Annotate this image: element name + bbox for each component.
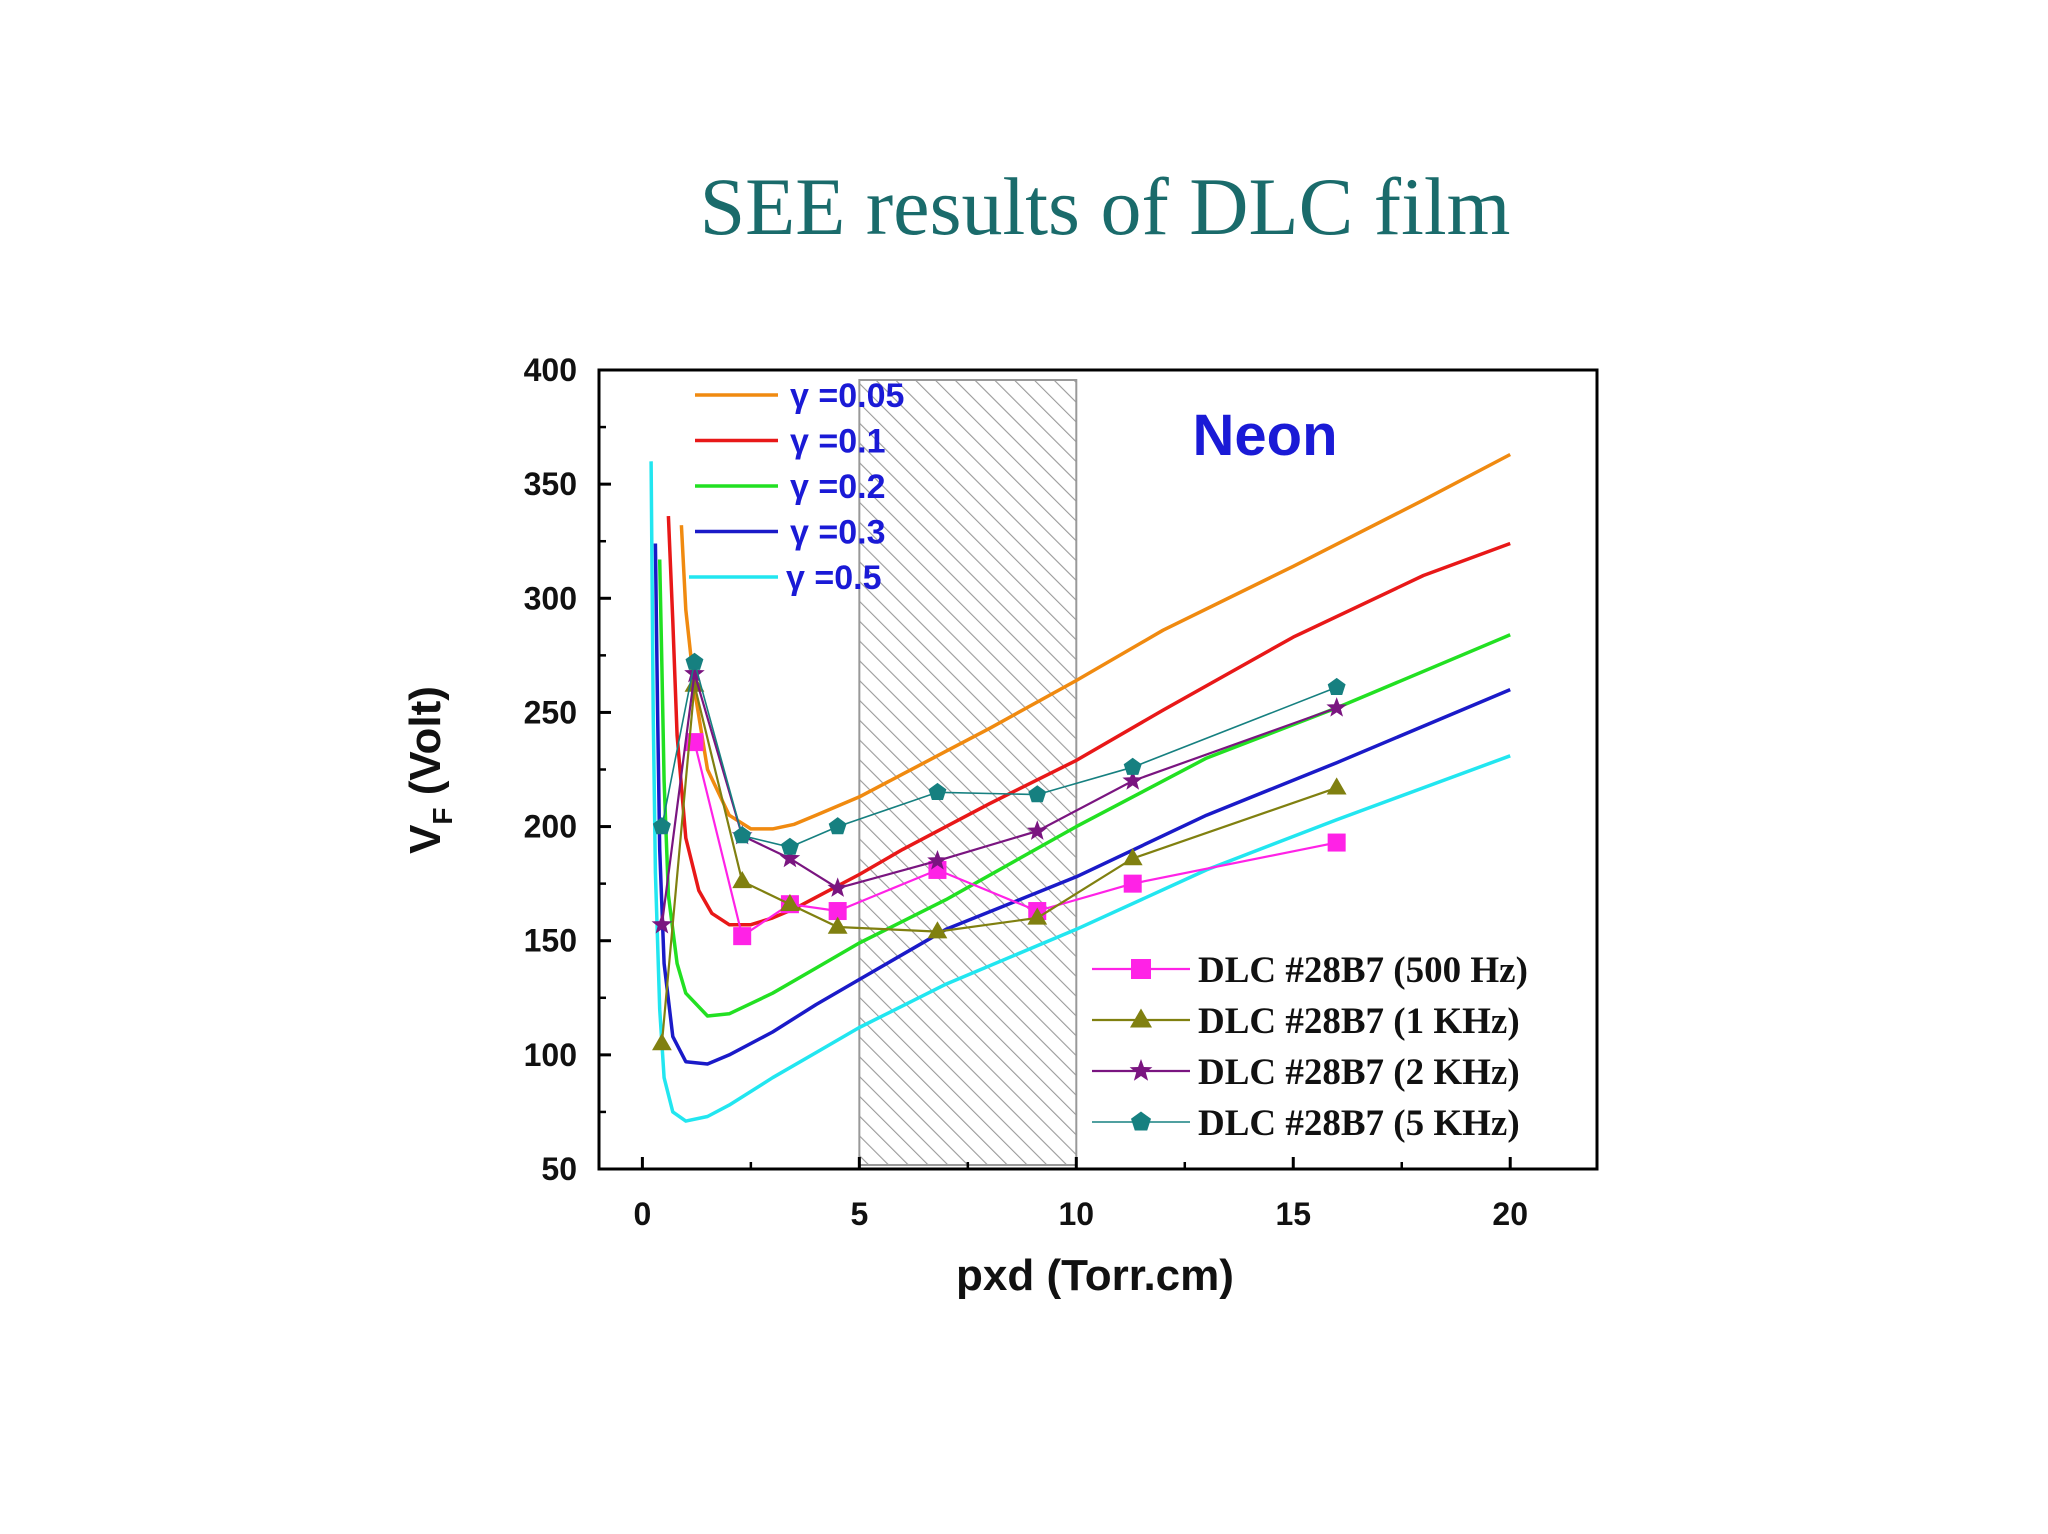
x-axis-title: pxd (Torr.cm) <box>956 1251 1234 1300</box>
series-dlc-28b7-5-khz-point <box>1123 757 1142 775</box>
y-tick-label: 250 <box>524 694 577 730</box>
series-dlc-28b7-2-khz-point <box>827 877 848 897</box>
y-tick-label: 300 <box>524 580 577 616</box>
gamma-legend-label: γ =0.05 <box>790 377 904 415</box>
gamma-legend-label: γ =0.5 <box>786 559 881 597</box>
sample-legend-label: DLC #28B7 (5 KHz) <box>1198 1103 1520 1144</box>
series-dlc-28b7-1-khz-point <box>927 921 948 939</box>
curve-gamma-0-3 <box>653 543 1511 1066</box>
y-tick-label: 400 <box>524 352 577 388</box>
series-dlc-28b7-500-hz-point <box>1123 874 1142 893</box>
sample-legend-marker <box>1131 1111 1151 1131</box>
y-tick-label: 350 <box>524 466 577 502</box>
series-dlc-28b7-1-khz-point <box>1027 907 1048 925</box>
series-dlc-28b7-2-khz-point <box>684 662 705 683</box>
y-tick-label: 200 <box>524 809 577 845</box>
curve-gamma-0-2 <box>657 559 1511 1018</box>
series-dlc-28b7-2-khz-point <box>1326 697 1347 717</box>
gamma-legend-label: γ =0.3 <box>790 514 885 552</box>
y-tick-label: 150 <box>524 923 577 959</box>
curve-gamma-0-05 <box>679 452 1512 831</box>
series-dlc-28b7-2-khz-point <box>651 913 673 934</box>
y-axis-title-sub: F <box>427 807 458 824</box>
series-dlc-28b7-1-khz-point <box>1326 777 1347 795</box>
gamma-legend: γ =0.05 γ =0.1 γ =0.2 γ =0.3 γ =0.5 <box>689 377 904 597</box>
gamma-legend-label: γ =0.1 <box>790 423 885 461</box>
series-dlc-28b7-5-khz-point <box>685 652 704 670</box>
series-dlc-28b7-1-khz-point <box>732 871 753 889</box>
gamma-legend-label: γ =0.2 <box>790 468 885 506</box>
curve-gamma-0-5 <box>649 461 1511 1123</box>
plot-frame <box>597 368 1599 1171</box>
series-dlc-28b7-5-khz-point <box>780 837 799 855</box>
slide-title: SEE results of DLC film <box>699 161 1511 252</box>
series-dlc-28b7-5-khz-point <box>1327 677 1346 695</box>
x-tick-label: 10 <box>1059 1196 1095 1232</box>
sample-legend-label: DLC #28B7 (500 Hz) <box>1198 950 1528 991</box>
series-dlc-28b7-2-khz-point <box>1122 770 1143 790</box>
series-dlc-28b7-5-khz-point <box>652 817 671 835</box>
series-dlc-28b7-500-hz-point <box>733 927 752 946</box>
y-tick-label: 100 <box>524 1037 577 1073</box>
sample-legend-marker <box>1129 1059 1153 1081</box>
series-dlc-28b7-1-khz-point <box>780 893 800 911</box>
series-dlc-28b7-1-khz-point <box>827 916 848 934</box>
sample-legend: DLC #28B7 (500 Hz) DLC #28B7 (1 KHz) DLC #… <box>1092 950 1528 1144</box>
series-dlc-28b7-5-khz-point <box>1028 785 1047 803</box>
x-tick-label: 20 <box>1492 1196 1528 1232</box>
series-dlc-28b7-2-khz-point <box>1027 820 1048 840</box>
neon-annotation: Neon <box>1193 403 1338 468</box>
y-axis-title-main: V <box>401 824 450 854</box>
series-dlc-28b7-500-hz-point <box>828 902 847 921</box>
sample-legend-marker <box>1131 959 1151 979</box>
series-dlc-28b7-2-khz-point <box>779 847 801 868</box>
sample-legend-label: DLC #28B7 (2 KHz) <box>1198 1052 1520 1093</box>
series-dlc-28b7-5-khz-point <box>733 826 752 844</box>
x-tick-label: 15 <box>1275 1196 1311 1232</box>
x-tick-label: 0 <box>633 1196 651 1232</box>
series-dlc-28b7-1-khz-point <box>1122 848 1143 866</box>
sample-legend-marker <box>1130 1008 1152 1028</box>
y-axis-title: VF (Volt) <box>401 686 458 854</box>
sample-legend-label: DLC #28B7 (1 KHz) <box>1198 1001 1520 1042</box>
series-dlc-28b7-2-khz-point <box>927 850 948 870</box>
series-dlc-28b7-1-khz-point <box>652 1033 672 1051</box>
series-dlc-28b7-5-khz-point <box>928 782 947 800</box>
shaded-region <box>858 379 1078 1166</box>
x-tick-label: 5 <box>850 1196 868 1232</box>
series-dlc-28b7-5-khz-point <box>828 817 847 835</box>
y-tick-label: 50 <box>541 1151 577 1187</box>
series-dlc-28b7-500-hz-point <box>1327 833 1346 852</box>
y-axis-title-rest: (Volt) <box>401 686 450 807</box>
